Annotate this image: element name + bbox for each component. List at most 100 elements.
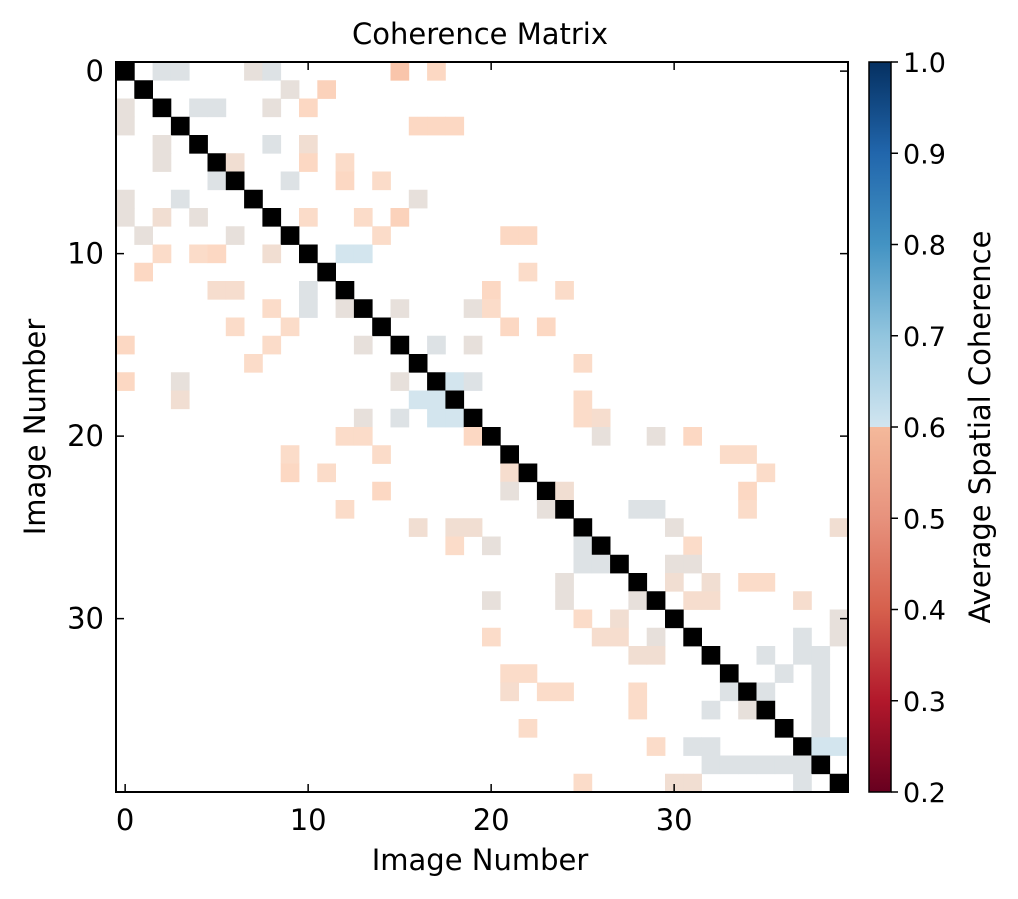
heatmap-cell: [793, 773, 812, 793]
heatmap-cell: [299, 135, 318, 154]
heatmap-cell: [353, 208, 373, 227]
heatmap-cell: [536, 682, 556, 702]
heatmap-cell: [793, 627, 812, 647]
diagonal-cell: [573, 518, 593, 537]
heatmap-cell: [683, 591, 702, 610]
diagonal-cell: [646, 591, 666, 610]
heatmap-cell: [353, 408, 373, 428]
heatmap-cell: [646, 427, 666, 446]
heatmap-cell: [207, 244, 227, 264]
heatmap-cell: [628, 500, 648, 519]
diagonal-cell: [244, 189, 263, 209]
diagonal-cell: [738, 682, 757, 702]
heatmap-cell: [408, 390, 428, 410]
y-tick-label: 0: [86, 54, 104, 88]
heatmap-cell: [500, 664, 519, 683]
x-axis-ticks: 0 10 20 30: [116, 62, 693, 837]
heatmap-cell: [116, 116, 135, 136]
heatmap-cell: [701, 573, 721, 592]
heatmap-cell: [774, 664, 794, 683]
heatmap-cell: [372, 226, 391, 245]
heatmap-cells: [116, 62, 849, 793]
colorbar-tick-label: 1.0: [903, 48, 946, 79]
heatmap-cell: [445, 536, 465, 556]
diagonal-cell: [555, 500, 574, 519]
colorbar-tick-label: 0.2: [903, 778, 946, 809]
heatmap-cell: [811, 737, 831, 756]
heatmap-cell: [665, 554, 684, 574]
x-axis-label: Image Number: [372, 843, 589, 877]
heatmap-cell: [189, 208, 208, 227]
diagonal-cell: [665, 609, 684, 629]
heatmap-cell: [299, 98, 318, 118]
heatmap-cell: [518, 719, 538, 738]
heatmap-cell: [207, 98, 227, 118]
heatmap-cell: [683, 554, 702, 574]
diagonal-cell: [610, 554, 629, 574]
heatmap-cell: [116, 208, 135, 227]
diagonal-cell: [774, 719, 794, 738]
heatmap-cell: [518, 664, 538, 683]
heatmap-cell: [646, 737, 666, 756]
heatmap-cell: [683, 737, 702, 756]
heatmap-cell: [299, 208, 318, 227]
heatmap-cell: [225, 153, 245, 172]
heatmap-cell: [116, 335, 135, 355]
heatmap-cell: [280, 80, 300, 99]
heatmap-cell: [408, 518, 428, 537]
heatmap-cell: [646, 646, 666, 665]
diagonal-cell: [793, 737, 812, 756]
heatmap-cell: [170, 189, 190, 209]
heatmap-cell: [811, 700, 831, 720]
heatmap-cell: [225, 317, 245, 337]
heatmap-cell: [335, 500, 355, 519]
heatmap-cell: [573, 554, 593, 574]
heatmap-cell: [665, 518, 684, 537]
heatmap-cell: [262, 299, 282, 318]
heatmap-cell: [390, 62, 410, 81]
diagonal-cell: [463, 408, 483, 428]
heatmap-cell: [683, 536, 702, 556]
heatmap-cell: [518, 226, 538, 245]
heatmap-cell: [152, 153, 172, 172]
heatmap-cell: [646, 627, 666, 647]
diagonal-cell: [518, 463, 538, 483]
heatmap-cell: [427, 390, 446, 410]
heatmap-cell: [738, 573, 757, 592]
heatmap-cell: [427, 408, 446, 428]
heatmap-cell: [573, 354, 593, 373]
heatmap-cell: [262, 62, 282, 81]
y-tick-label: 10: [67, 237, 104, 271]
heatmap-cell: [756, 463, 776, 483]
diagonal-cell: [829, 773, 849, 793]
diagonal-cell: [225, 171, 245, 191]
heatmap-cell: [719, 682, 739, 702]
heatmap-cell: [829, 518, 849, 537]
heatmap-cell: [482, 299, 501, 318]
heatmap-cell: [793, 646, 812, 665]
heatmap-cell: [610, 609, 629, 629]
chart-title: Coherence Matrix: [352, 17, 608, 51]
diagonal-cell: [701, 646, 721, 665]
diagonal-cell: [335, 281, 355, 300]
colorbar-tick-label: 0.7: [903, 322, 946, 353]
heatmap-cell: [756, 682, 776, 702]
x-tick-label: 10: [290, 803, 327, 837]
heatmap-cell: [628, 682, 648, 702]
heatmap-cell: [170, 372, 190, 391]
heatmap-cell: [372, 481, 391, 501]
diagonal-cell: [445, 390, 465, 410]
heatmap-cell: [445, 372, 465, 391]
heatmap-cell: [408, 116, 428, 136]
heatmap-cell: [445, 518, 465, 537]
heatmap-cell: [536, 500, 556, 519]
heatmap-cell: [390, 372, 410, 391]
diagonal-cell: [811, 755, 831, 775]
heatmap-cell: [482, 536, 501, 556]
heatmap-cell: [335, 299, 355, 318]
heatmap-cell: [719, 445, 739, 464]
heatmap-cell: [573, 408, 593, 428]
heatmap-cell: [793, 755, 812, 775]
heatmap-cell: [555, 591, 574, 610]
